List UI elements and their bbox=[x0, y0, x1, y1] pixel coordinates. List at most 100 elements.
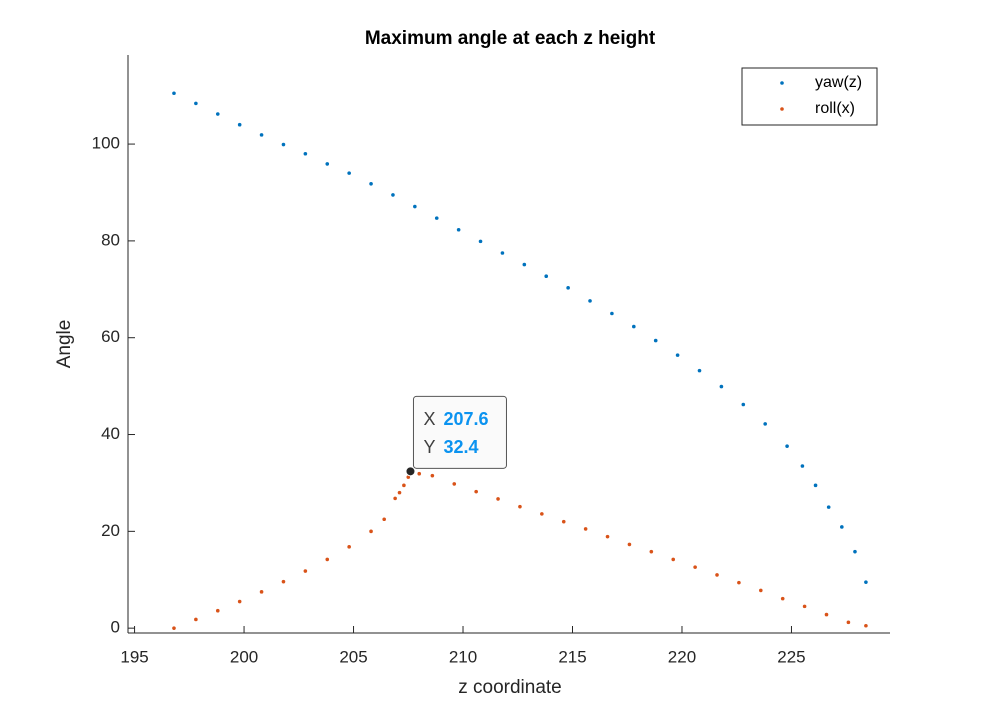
data-point bbox=[474, 489, 478, 494]
datatip-value: 32.4 bbox=[443, 437, 478, 457]
data-point bbox=[719, 384, 724, 389]
x-tick-label: 210 bbox=[449, 647, 477, 666]
datatip-name: X bbox=[423, 409, 435, 429]
data-point bbox=[382, 517, 386, 522]
y-tick-label: 80 bbox=[101, 230, 120, 249]
data-point bbox=[496, 497, 500, 501]
data-point bbox=[864, 580, 868, 584]
data-point bbox=[172, 626, 176, 630]
data-point bbox=[561, 519, 566, 524]
x-tick-label: 205 bbox=[339, 647, 367, 666]
data-point bbox=[853, 549, 857, 554]
data-point bbox=[715, 573, 719, 577]
legend-box bbox=[741, 67, 878, 126]
x-axis-label: z coordinate bbox=[458, 677, 562, 698]
chart-title: Maximum angle at each z height bbox=[365, 28, 656, 49]
data-point bbox=[610, 311, 614, 316]
data-point bbox=[653, 338, 658, 343]
datatip-name: Y bbox=[423, 437, 435, 457]
x-tick-label: 195 bbox=[120, 647, 148, 666]
data-point bbox=[632, 324, 636, 329]
data-point bbox=[649, 549, 654, 554]
y-tick-label: 60 bbox=[101, 327, 120, 346]
datatip-value: 207.6 bbox=[443, 409, 488, 429]
data-point bbox=[452, 482, 457, 486]
data-point bbox=[737, 580, 741, 585]
data-point bbox=[369, 181, 373, 186]
y-tick-label: 40 bbox=[101, 424, 120, 443]
data-point bbox=[215, 608, 220, 613]
data-point bbox=[413, 204, 417, 209]
legend-marker bbox=[780, 107, 784, 111]
data-point bbox=[800, 464, 805, 468]
data-point bbox=[741, 402, 746, 407]
data-point bbox=[303, 569, 308, 573]
data-point bbox=[588, 299, 592, 303]
data-point bbox=[824, 612, 829, 617]
data-point bbox=[697, 368, 702, 373]
data-point bbox=[303, 151, 308, 156]
data-point bbox=[846, 620, 851, 625]
data-point bbox=[627, 542, 632, 547]
y-tick-label: 100 bbox=[92, 134, 120, 153]
data-point bbox=[759, 588, 763, 593]
x-tick-label: 200 bbox=[230, 647, 258, 666]
data-point bbox=[402, 483, 406, 488]
data-point bbox=[259, 133, 264, 137]
y-axis-label: Angle bbox=[54, 320, 75, 369]
data-point bbox=[417, 471, 422, 476]
data-point bbox=[393, 496, 397, 501]
data-point bbox=[566, 286, 570, 290]
data-point bbox=[544, 274, 549, 279]
x-tick-label: 220 bbox=[668, 647, 696, 666]
data-point bbox=[347, 171, 351, 175]
data-point bbox=[802, 604, 807, 609]
legend-label: yaw(z) bbox=[815, 74, 862, 91]
data-point bbox=[215, 112, 220, 116]
data-point bbox=[864, 623, 868, 628]
data-point bbox=[430, 473, 435, 478]
data-point bbox=[281, 579, 286, 584]
data-point bbox=[693, 565, 697, 569]
data-point bbox=[391, 193, 395, 197]
data-point bbox=[478, 239, 483, 244]
data-point bbox=[325, 162, 330, 166]
data-point bbox=[237, 122, 242, 127]
data-point bbox=[194, 101, 198, 106]
datatip-box bbox=[412, 395, 507, 469]
x-tick-label: 215 bbox=[558, 647, 586, 666]
data-point bbox=[434, 216, 439, 220]
data-point bbox=[826, 505, 831, 509]
data-point bbox=[500, 251, 505, 255]
data-point bbox=[172, 91, 176, 96]
y-tick-label: 0 bbox=[111, 618, 120, 637]
x-tick-label: 225 bbox=[777, 647, 805, 666]
y-tick-label: 20 bbox=[101, 521, 120, 540]
data-point bbox=[259, 590, 264, 594]
data-point bbox=[840, 525, 844, 529]
data-point bbox=[780, 596, 785, 601]
data-point bbox=[369, 529, 373, 534]
data-point bbox=[605, 534, 610, 539]
datatip: X 207.6 Y 32.4 bbox=[405, 395, 507, 477]
data-point bbox=[813, 483, 818, 488]
data-point bbox=[671, 557, 676, 562]
data-point bbox=[518, 504, 522, 509]
data-point bbox=[325, 557, 330, 562]
data-point bbox=[194, 617, 198, 622]
data-point bbox=[281, 142, 286, 147]
data-point bbox=[456, 227, 461, 232]
data-point bbox=[540, 512, 544, 516]
data-point bbox=[522, 262, 527, 267]
data-point bbox=[406, 475, 411, 479]
data-point bbox=[347, 545, 351, 549]
data-point bbox=[763, 422, 767, 426]
data-point bbox=[397, 490, 402, 495]
legend-marker bbox=[780, 81, 784, 85]
data-point bbox=[583, 527, 588, 531]
data-point bbox=[675, 353, 680, 357]
data-point bbox=[237, 599, 242, 604]
legend-label: roll(x) bbox=[815, 100, 855, 117]
data-point bbox=[785, 444, 789, 448]
